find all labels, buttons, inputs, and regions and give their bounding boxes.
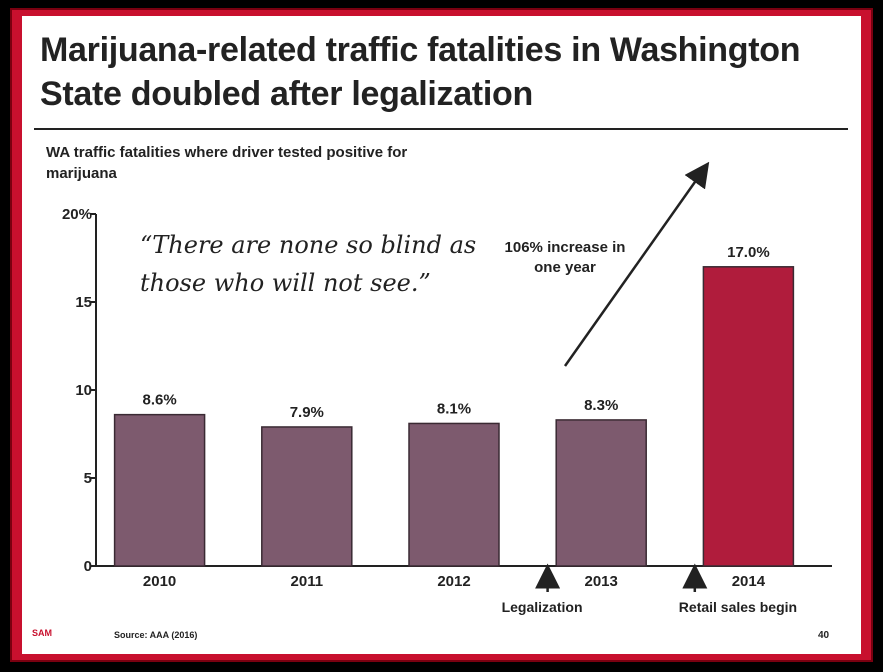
increase-annotation: 106% increase in one year	[504, 239, 626, 276]
bar-2011	[261, 426, 353, 567]
slide: Marijuana-related traffic fatalities in …	[22, 16, 861, 654]
category-label: 2011	[291, 573, 324, 590]
event-label: Retail sales begin	[679, 599, 797, 615]
value-label: 7.9%	[290, 404, 324, 421]
y-tick-label: 5	[84, 470, 92, 487]
bar-2010	[113, 413, 206, 567]
category-label: 2010	[143, 573, 176, 590]
bar-chart: 0 5 10 15 20% 8.6% 2010 7.9% 2011 8.1% 2012 8.3% 20…	[62, 161, 832, 615]
y-tick-label: 15	[75, 294, 92, 311]
bar-2013	[555, 419, 647, 567]
y-tick-label: 0	[84, 558, 92, 575]
value-label: 8.6%	[142, 392, 176, 409]
slide-title: Marijuana-related traffic fatalities in …	[40, 31, 801, 113]
sam-logo: SAM	[32, 628, 52, 638]
category-label: 2014	[732, 573, 766, 590]
bar-2014	[702, 266, 795, 567]
quote-text: “There are none so blind as those who wi…	[140, 231, 477, 297]
value-label: 17.0%	[727, 244, 770, 261]
event-label: Legalization	[502, 599, 583, 615]
value-label: 8.1%	[437, 400, 471, 417]
category-label: 2012	[437, 573, 470, 590]
category-label: 2013	[585, 573, 618, 590]
y-tick-label: 10	[75, 382, 92, 399]
title-divider	[34, 128, 848, 130]
y-tick-label: 20%	[62, 206, 92, 223]
bar-2012	[408, 422, 500, 567]
increase-arrow	[563, 161, 710, 367]
source-note: Source: AAA (2016)	[114, 630, 198, 640]
value-label: 8.3%	[584, 397, 618, 414]
chart-title: WA traffic fatalities where driver teste…	[46, 144, 408, 182]
page-number: 40	[818, 630, 830, 641]
